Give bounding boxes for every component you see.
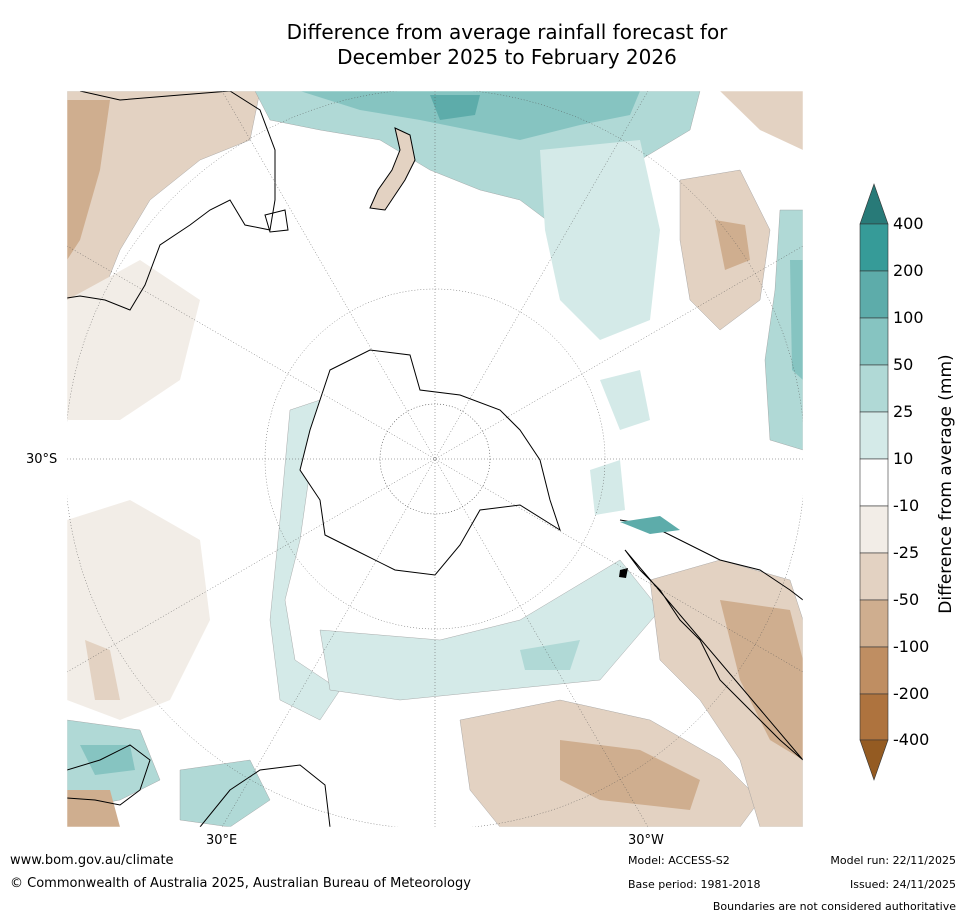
dry-patch-southwest [85,640,120,700]
dry-corner-northeast [720,91,803,150]
footer-copyright: © Commonwealth of Australia 2025, Austra… [10,876,471,891]
colorbar [859,183,889,781]
footer-url[interactable]: www.bom.gov.au/climate [10,853,174,868]
colorbar-tick: -50 [893,590,920,609]
colorbar-tick: 10 [893,449,914,468]
new-zealand-coastline [369,127,416,211]
dry-region-northeast-core [715,220,750,270]
wet-strip-east-core [790,260,803,380]
colorbar-tick: 400 [893,214,924,233]
colorbar-bin-100-200 [859,270,889,319]
colorbar-bin-25-50 [859,364,889,413]
wet-patch-madagascar [179,759,271,827]
colorbar-over-triangle [859,183,889,225]
colorbar-bin-m200-m400 [859,693,889,741]
wet-ring-antarctic-south [319,559,661,701]
colorbar-under-triangle [859,739,889,781]
wet-patch-east-ring [600,370,650,430]
africa-coastline [67,744,331,827]
footer-issued: Issued: 24/11/2025 [849,878,956,891]
andes-peak [620,516,680,534]
colorbar-tick: 200 [893,261,924,280]
colorbar-tick: -100 [893,637,930,656]
colorbar-bin-m10-m25 [859,505,889,554]
colorbar-bin-m25-m50 [859,552,889,601]
wet-patch-east-ring-2 [590,460,625,515]
colorbar-bin-m100-m200 [859,646,889,695]
antarctica-coastline [299,349,561,576]
colorbar-tick: -10 [893,496,920,515]
footer-model: Model: ACCESS-S2 [628,854,730,867]
colorbar-tick: 25 [893,402,914,421]
title-line-2: December 2025 to February 2026 [337,45,677,69]
lon-label-30e: 30°E [206,833,238,848]
lat-label-30s: 30°S [26,452,58,467]
dry-region-northwest-core [67,100,110,260]
dry-region-southeast-core [720,600,803,760]
footer-disclaimer: Boundaries are not considered authoritat… [712,900,956,913]
title-line-1: Difference from average rainfall forecas… [286,20,728,44]
footer-base-period: Base period: 1981-2018 [628,878,761,891]
colorbar-bin-50-100 [859,317,889,366]
neutral-west [67,260,200,420]
colorbar-bin-m50-m100 [859,599,889,648]
map-title: Difference from average rainfall forecas… [0,20,965,70]
wet-patch-south-core [520,640,580,670]
colorbar-tick: -25 [893,543,920,562]
wet-patch-east [540,140,660,340]
colorbar-tick: -200 [893,684,930,703]
colorbar-title: Difference from average (mm) [936,354,956,614]
map-field [67,91,803,827]
colorbar-tick: 100 [893,308,924,327]
colorbar-bin-200-400 [859,223,889,272]
wet-band-north-peak [430,95,480,120]
graticule [67,91,803,827]
map-frame [66,90,804,828]
colorbar-tick: -400 [893,730,930,749]
australia-coastline [67,91,276,311]
colorbar-bin-10-25 [859,411,889,460]
lon-label-30w: 30°W [628,833,664,848]
footer-model-run: Model run: 22/11/2025 [830,854,956,867]
colorbar-bin-neutral [859,458,889,507]
colorbar-tick: 50 [893,355,914,374]
wet-region-southwest-core [80,745,135,775]
dry-band-south-core [560,740,700,810]
tasmania-coastline [264,209,289,233]
falkland-islands [619,568,628,578]
